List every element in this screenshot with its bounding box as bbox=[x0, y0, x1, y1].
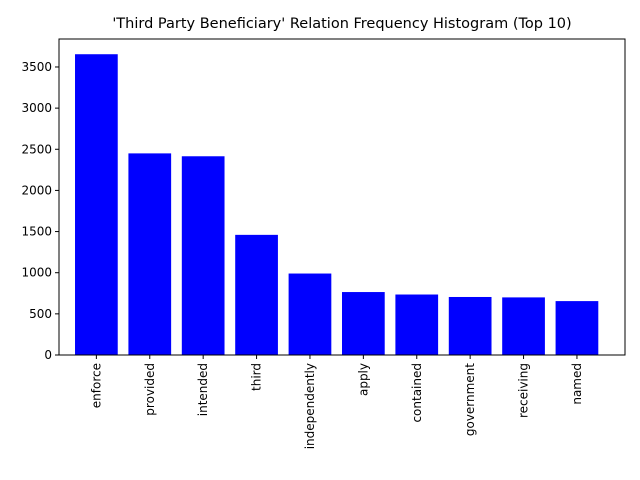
x-tick-label: named bbox=[570, 363, 584, 405]
bars-group bbox=[75, 54, 599, 355]
x-tick-label: independently bbox=[303, 363, 317, 449]
y-tick-label: 3000 bbox=[21, 101, 52, 115]
y-tick-label: 1000 bbox=[21, 266, 52, 280]
bar-enforce bbox=[75, 54, 118, 355]
bar-independently bbox=[288, 273, 332, 355]
x-tick-label: contained bbox=[410, 363, 424, 423]
x-tick-label: apply bbox=[356, 363, 370, 396]
x-tick-label: receiving bbox=[517, 363, 531, 418]
bar-third bbox=[235, 234, 278, 355]
y-tick-label: 2000 bbox=[21, 183, 52, 197]
y-tick-label: 3500 bbox=[21, 60, 52, 74]
y-tick-label: 500 bbox=[29, 307, 52, 321]
plot-frame bbox=[58, 38, 626, 356]
x-tick-label: enforce bbox=[89, 363, 103, 408]
x-tick-label: third bbox=[250, 363, 264, 391]
bar-apply bbox=[342, 292, 385, 355]
bar-contained bbox=[395, 294, 439, 355]
x-tick-label: provided bbox=[143, 363, 157, 416]
bar-named bbox=[555, 301, 599, 355]
bar-provided bbox=[128, 153, 172, 355]
y-tick-label: 0 bbox=[44, 348, 52, 362]
y-tick-label: 2500 bbox=[21, 142, 52, 156]
bar-receiving bbox=[502, 297, 545, 355]
bar-government bbox=[448, 296, 492, 355]
bar-intended bbox=[181, 156, 225, 355]
chart-title: 'Third Party Beneficiary' Relation Frequ… bbox=[112, 16, 571, 32]
x-tick-label: intended bbox=[196, 363, 210, 416]
y-tick-label: 1500 bbox=[21, 225, 52, 239]
y-axis: 0 500 1000 1500 2000 2500 3000 3500 bbox=[21, 60, 59, 362]
x-axis: enforce provided intended third independentl… bbox=[89, 355, 584, 449]
x-tick-label: government bbox=[463, 363, 477, 436]
